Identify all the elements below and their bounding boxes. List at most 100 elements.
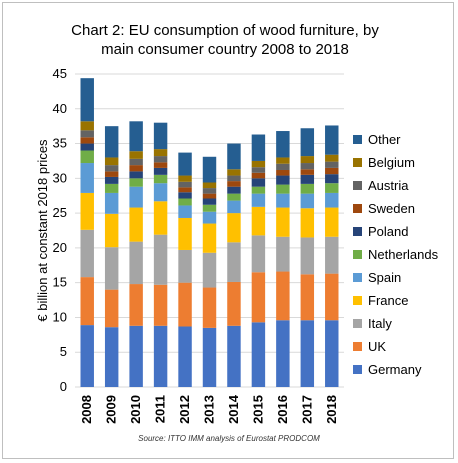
- x-tick-label: 2015: [250, 395, 265, 424]
- bar-germany-2017: [300, 320, 315, 387]
- bar-sweden-2013: [202, 193, 217, 199]
- legend-swatch-germany: [353, 365, 362, 374]
- bar-spain-2013: [202, 211, 217, 224]
- bar-austria-2013: [202, 188, 217, 194]
- legend-label-poland: Poland: [368, 224, 408, 239]
- bar-italy-2009: [104, 247, 119, 290]
- bar-france-2018: [325, 207, 339, 237]
- bar-germany-2012: [178, 326, 192, 387]
- legend-swatch-netherlands: [353, 250, 362, 259]
- bar-uk-2018: [325, 273, 339, 321]
- bar-germany-2014: [227, 325, 241, 387]
- y-tick-label: 10: [53, 309, 67, 324]
- bar-netherlands-2008: [80, 150, 94, 164]
- bar-france-2011: [153, 201, 168, 235]
- bar-italy-2017: [300, 237, 315, 275]
- bars: [80, 78, 339, 387]
- bar-sweden-2008: [80, 137, 94, 144]
- bar-poland-2012: [178, 192, 192, 199]
- chart: Chart 2: EU consumption of wood furnitur…: [35, 22, 439, 443]
- bar-austria-2010: [129, 158, 143, 166]
- bar-austria-2018: [325, 161, 339, 168]
- bar-sweden-2017: [300, 169, 315, 175]
- legend-label-france: France: [368, 293, 408, 308]
- bar-germany-2015: [251, 322, 266, 387]
- bar-france-2009: [104, 213, 119, 248]
- y-tick-label: 0: [60, 379, 67, 394]
- x-tick-label: 2009: [104, 395, 119, 424]
- bar-italy-2015: [251, 235, 266, 273]
- bar-netherlands-2014: [227, 193, 241, 201]
- bar-netherlands-2018: [325, 183, 339, 193]
- bar-germany-2013: [202, 327, 217, 387]
- bar-italy-2008: [80, 229, 94, 278]
- x-tick-label: 2013: [202, 395, 217, 424]
- bar-italy-2014: [227, 242, 241, 282]
- bar-sweden-2011: [153, 162, 168, 168]
- x-tick-label: 2012: [177, 395, 192, 424]
- bar-sweden-2012: [178, 187, 192, 193]
- bar-spain-2009: [104, 192, 119, 214]
- x-tick-label: 2011: [153, 395, 168, 423]
- legend-swatch-france: [353, 296, 362, 305]
- legend: Other Belgium Austria Sweden Poland Netherlan…: [353, 132, 439, 377]
- bar-uk-2009: [104, 289, 119, 328]
- bar-uk-2012: [178, 282, 192, 327]
- bar-uk-2017: [300, 274, 315, 321]
- legend-label-austria: Austria: [368, 178, 409, 193]
- bar-france-2014: [227, 213, 241, 243]
- bar-austria-2008: [80, 130, 94, 138]
- bar-netherlands-2013: [202, 204, 217, 212]
- bar-uk-2011: [153, 284, 168, 326]
- legend-label-germany: Germany: [368, 362, 422, 377]
- y-tick-label: 45: [53, 66, 67, 81]
- bar-france-2016: [276, 207, 290, 237]
- bar-poland-2008: [80, 143, 94, 151]
- legend-swatch-spain: [353, 273, 362, 282]
- legend-label-sweden: Sweden: [368, 201, 415, 216]
- bar-uk-2013: [202, 287, 217, 328]
- bar-belgium-2009: [104, 157, 119, 166]
- legend-label-other: Other: [368, 132, 401, 147]
- bar-belgium-2018: [325, 154, 339, 162]
- y-tick-label: 35: [53, 136, 67, 151]
- bar-germany-2016: [276, 320, 290, 387]
- bar-poland-2009: [104, 176, 119, 184]
- bar-austria-2009: [104, 165, 119, 172]
- bar-spain-2015: [251, 193, 266, 207]
- bar-france-2010: [129, 207, 143, 242]
- x-tick-label: 2016: [275, 395, 290, 424]
- legend-label-netherlands: Netherlands: [368, 247, 439, 262]
- bar-poland-2018: [325, 174, 339, 184]
- bar-other-2017: [300, 128, 315, 157]
- bar-spain-2011: [153, 183, 168, 202]
- bar-spain-2014: [227, 200, 241, 214]
- bar-other-2009: [104, 126, 119, 158]
- x-tick-label: 2010: [128, 395, 143, 424]
- legend-swatch-uk: [353, 342, 362, 351]
- x-tick-label: 2014: [226, 394, 241, 424]
- bar-poland-2014: [227, 186, 241, 194]
- chart-title-line1: Chart 2: EU consumption of wood furnitur…: [71, 22, 379, 39]
- bar-netherlands-2012: [178, 198, 192, 206]
- bar-france-2012: [178, 217, 192, 250]
- bar-austria-2017: [300, 163, 315, 170]
- bar-other-2018: [325, 125, 339, 155]
- y-tick-label: 15: [53, 275, 67, 290]
- legend-swatch-belgium: [353, 158, 362, 167]
- bar-belgium-2011: [153, 149, 168, 157]
- bar-italy-2013: [202, 252, 217, 288]
- bar-uk-2014: [227, 281, 241, 326]
- bar-sweden-2014: [227, 181, 241, 187]
- bar-sweden-2009: [104, 171, 119, 177]
- legend-swatch-other: [353, 135, 362, 144]
- bar-italy-2011: [153, 234, 168, 285]
- bar-poland-2016: [276, 175, 290, 185]
- bar-sweden-2010: [129, 165, 143, 172]
- bar-spain-2017: [300, 193, 315, 209]
- legend-swatch-italy: [353, 319, 362, 328]
- bar-italy-2016: [276, 236, 290, 272]
- bar-poland-2015: [251, 178, 266, 187]
- bar-sweden-2018: [325, 167, 339, 175]
- legend-label-italy: Italy: [368, 316, 392, 331]
